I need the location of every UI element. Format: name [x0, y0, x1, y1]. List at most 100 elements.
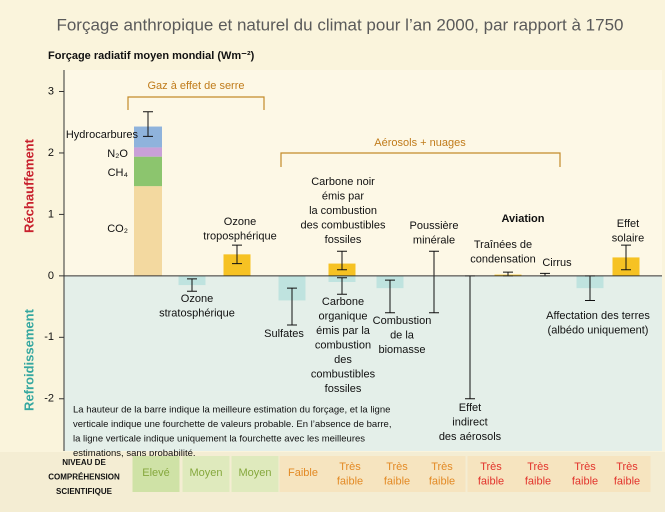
y-tick-label: 2	[48, 147, 54, 159]
forcing-label: la combustion	[309, 205, 377, 217]
forcing-label: Poussière	[410, 220, 459, 232]
confidence-title: NIVEAU DE	[62, 458, 106, 467]
note: estimations, sans probabilité.	[73, 448, 196, 459]
forcing-label: Effet	[617, 218, 639, 230]
forcing-label: Carbone noir	[311, 176, 375, 188]
forcing-label: troposphérique	[203, 230, 276, 242]
confidence-level: Très	[527, 461, 549, 473]
forcing-label: émis par	[322, 190, 365, 202]
cooling-area	[64, 276, 662, 451]
confidence-level: Très	[574, 461, 596, 473]
confidence-level: faible	[525, 475, 551, 487]
confidence-level: faible	[337, 475, 363, 487]
error-bar	[429, 250, 439, 314]
confidence-level: Moyen	[189, 467, 222, 479]
forcing-label: émis par la	[316, 325, 371, 337]
forcing-label: Effet	[459, 402, 481, 414]
confidence-title: SCIENTIFIQUE	[56, 487, 113, 496]
confidence-cell	[326, 456, 374, 492]
forcing-label: stratosphérique	[159, 307, 235, 319]
note: la ligne verticale indique uniquement la…	[73, 434, 365, 445]
error-bar	[287, 287, 297, 326]
confidence-cell	[231, 456, 279, 492]
forcing-label: fossiles	[325, 234, 362, 246]
forcing-label: fossiles	[325, 383, 362, 395]
forcing-label: Carbone	[322, 296, 364, 308]
y-tick-label: 3	[48, 85, 54, 97]
forcing-label: biomasse	[378, 344, 425, 356]
confidence-level: Très	[480, 461, 502, 473]
forcing-label: des combustibles	[301, 219, 386, 231]
confidence-cell	[418, 456, 466, 492]
bracket	[280, 152, 561, 167]
confidence-cell	[373, 456, 421, 492]
note: verticale indique une fourchette de vale…	[73, 419, 391, 430]
bar-segment	[134, 147, 162, 157]
forcing-label: Sulfates	[264, 328, 304, 340]
y-axis-label: Forçage radiatif moyen mondial (Wm⁻²)	[48, 50, 255, 62]
group-label: Aviation	[502, 213, 545, 225]
confidence-level: faible	[429, 475, 455, 487]
forcing-label: combustion	[315, 339, 371, 351]
confidence-cell	[182, 456, 230, 492]
confidence-level: faible	[614, 475, 640, 487]
forcing-label: des aérosols	[439, 431, 502, 443]
forcing-label: solaire	[612, 232, 644, 244]
confidence-cell	[467, 456, 515, 492]
forcing-label: de la	[390, 329, 415, 341]
note: La hauteur de la barre indique la meille…	[73, 405, 390, 416]
bar-segment	[134, 126, 162, 148]
forcing-label: combustibles	[311, 368, 376, 380]
confidence-level: Moyen	[238, 467, 271, 479]
confidence-level: faible	[478, 475, 504, 487]
forcing-label: Ozone	[181, 293, 213, 305]
confidence-cell	[279, 456, 327, 492]
confidence-level: Très	[431, 461, 453, 473]
error-bar	[143, 111, 153, 137]
bracket	[127, 96, 265, 110]
forcing-label: indirect	[452, 416, 487, 428]
confidence-title: COMPRÉHENSION	[48, 473, 120, 482]
segment-label: Hydrocarbures	[66, 129, 139, 141]
forcing-label: minérale	[413, 234, 455, 246]
segment-label: CO₂	[107, 223, 128, 235]
group-label: Gaz à effet de serre	[147, 80, 244, 92]
confidence-level: Très	[616, 461, 638, 473]
forcing-label: (albédo uniquement)	[548, 324, 649, 336]
error-bar	[337, 250, 347, 271]
confidence-level: faible	[572, 475, 598, 487]
forcing-label: Affectation des terres	[546, 310, 650, 322]
y-tick-label: -2	[44, 393, 54, 405]
forcing-label: organique	[319, 310, 368, 322]
bar-segment	[134, 186, 162, 276]
confidence-cell	[561, 456, 609, 492]
bar	[223, 254, 251, 276]
confidence-level: Faible	[288, 467, 318, 479]
forcing-label: Cirrus	[542, 257, 572, 269]
warming-label: Réchauffement	[21, 138, 36, 233]
warming-area	[64, 70, 662, 276]
confidence-level: faible	[384, 475, 410, 487]
group-label: Aérosols + nuages	[374, 137, 466, 149]
segment-label: N₂O	[107, 148, 128, 160]
segment-label: CH₄	[108, 167, 129, 179]
confidence-level: Très	[386, 461, 408, 473]
confidence-level: Très	[339, 461, 361, 473]
error-bar	[385, 279, 395, 314]
cooling-label: Refroidissement	[21, 308, 36, 411]
bar-segment	[134, 156, 162, 187]
forcing-label: Ozone	[224, 216, 256, 228]
chart-title: Forçage anthropique et naturel du climat…	[56, 15, 623, 34]
confidence-level: Elevé	[142, 467, 170, 479]
y-tick-label: 1	[48, 208, 54, 220]
error-bar	[187, 278, 197, 292]
forcing-label: condensation	[470, 253, 535, 265]
forcing-label: des	[334, 354, 352, 366]
error-bar	[232, 244, 242, 265]
confidence-cell	[132, 456, 180, 492]
y-tick-label: 0	[48, 270, 54, 282]
confidence-cell	[603, 456, 651, 492]
forcing-label: Combustion	[373, 315, 432, 327]
confidence-cell	[514, 456, 562, 492]
